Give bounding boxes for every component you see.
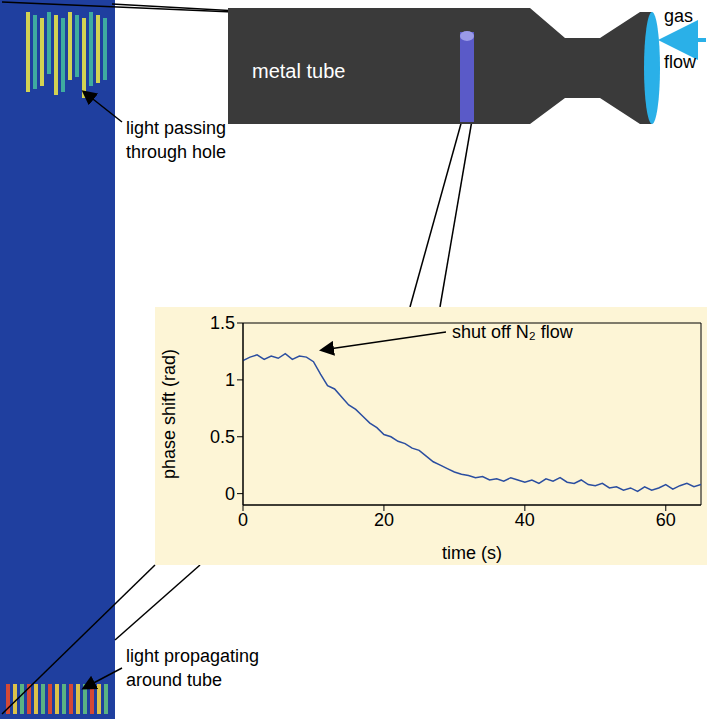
svg-text:40: 40 xyxy=(515,510,535,530)
svg-text:1.5: 1.5 xyxy=(210,313,235,333)
svg-text:flow: flow xyxy=(664,52,697,72)
svg-text:light propagating: light propagating xyxy=(126,646,259,666)
svg-text:20: 20 xyxy=(374,510,394,530)
svg-text:0.5: 0.5 xyxy=(210,427,235,447)
svg-text:around tube: around tube xyxy=(126,670,222,690)
svg-text:1: 1 xyxy=(225,370,235,390)
svg-text:phase shift (rad): phase shift (rad) xyxy=(159,349,179,479)
svg-text:0: 0 xyxy=(225,484,235,504)
svg-text:through hole: through hole xyxy=(126,142,226,162)
svg-text:time (s): time (s) xyxy=(442,543,502,563)
svg-text:60: 60 xyxy=(656,510,676,530)
svg-text:shut off N₂ flow: shut off N₂ flow xyxy=(452,322,574,342)
svg-text:0: 0 xyxy=(238,510,248,530)
svg-text:light passing: light passing xyxy=(126,118,226,138)
svg-text:metal tube: metal tube xyxy=(252,60,345,82)
svg-text:gas: gas xyxy=(664,6,693,26)
